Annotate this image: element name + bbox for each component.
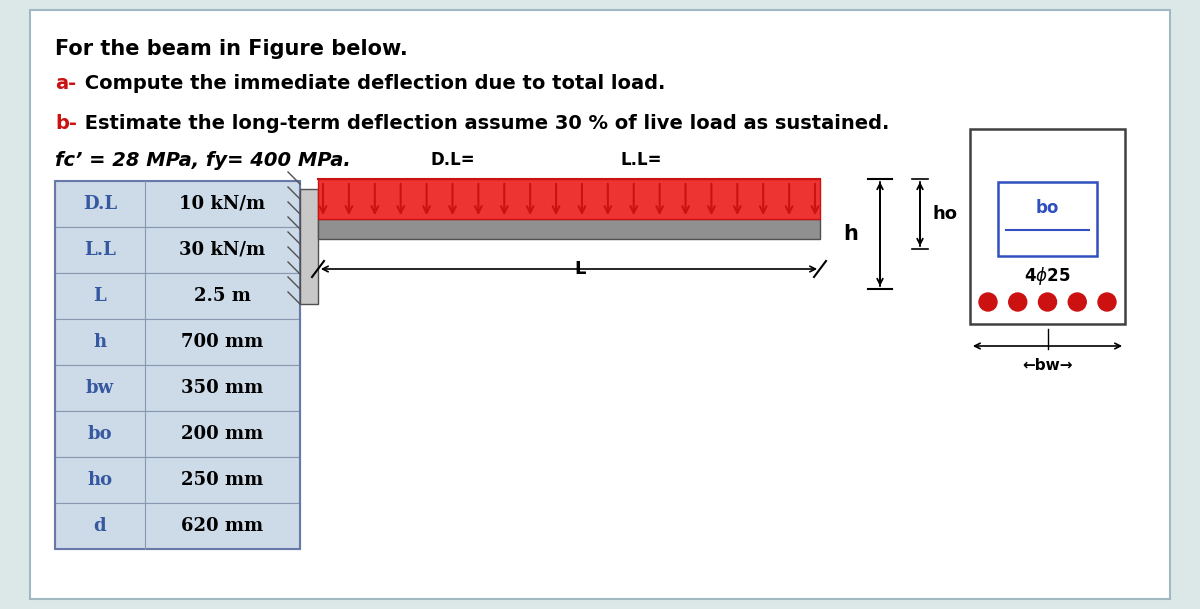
Text: L: L <box>94 287 107 305</box>
Bar <box>300 189 318 304</box>
Text: h: h <box>844 224 858 244</box>
Text: Estimate the long-term deflection assume 30 % of live load as sustained.: Estimate the long-term deflection assume… <box>78 114 889 133</box>
Text: D.L=: D.L= <box>430 151 475 169</box>
Bar <box>55 181 300 549</box>
Bar <box>318 219 820 239</box>
Text: 2.5 m: 2.5 m <box>194 287 251 305</box>
Text: Compute the immediate deflection due to total load.: Compute the immediate deflection due to … <box>78 74 665 93</box>
Text: 350 mm: 350 mm <box>181 379 264 397</box>
Bar <box>55 457 300 503</box>
Bar <box>55 411 300 457</box>
Circle shape <box>1068 293 1086 311</box>
Text: b-: b- <box>55 114 77 133</box>
Bar <box>55 503 300 549</box>
Text: 700 mm: 700 mm <box>181 333 264 351</box>
Text: 10 kN/m: 10 kN/m <box>180 195 265 213</box>
Bar <box>55 181 300 227</box>
Text: For the beam in Figure below.: For the beam in Figure below. <box>55 39 408 59</box>
Text: D.L: D.L <box>83 195 118 213</box>
Text: bo: bo <box>88 425 113 443</box>
Text: d: d <box>94 517 107 535</box>
Text: 4$\phi$25: 4$\phi$25 <box>1025 265 1070 287</box>
Circle shape <box>1038 293 1056 311</box>
Circle shape <box>1009 293 1027 311</box>
Text: 250 mm: 250 mm <box>181 471 264 489</box>
Text: bo: bo <box>1036 199 1060 217</box>
Text: ho: ho <box>88 471 113 489</box>
Text: a-: a- <box>55 74 76 93</box>
Text: h: h <box>94 333 107 351</box>
Bar <box>55 273 300 319</box>
Bar <box>998 181 1097 256</box>
Bar <box>970 129 1126 324</box>
Text: L: L <box>575 260 586 278</box>
Text: 620 mm: 620 mm <box>181 517 264 535</box>
Bar <box>55 319 300 365</box>
Circle shape <box>1098 293 1116 311</box>
Text: 30 kN/m: 30 kN/m <box>180 241 265 259</box>
Text: L.L=: L.L= <box>620 151 661 169</box>
Text: ←bw→: ←bw→ <box>1022 358 1073 373</box>
Circle shape <box>979 293 997 311</box>
Text: fc’ = 28 MPa, fy= 400 MPa.: fc’ = 28 MPa, fy= 400 MPa. <box>55 151 350 170</box>
Text: L.L: L.L <box>84 241 116 259</box>
Bar <box>55 227 300 273</box>
Bar <box>55 365 300 411</box>
Bar <box>318 179 820 219</box>
Text: ho: ho <box>932 205 958 223</box>
Text: 200 mm: 200 mm <box>181 425 264 443</box>
Text: bw: bw <box>86 379 114 397</box>
